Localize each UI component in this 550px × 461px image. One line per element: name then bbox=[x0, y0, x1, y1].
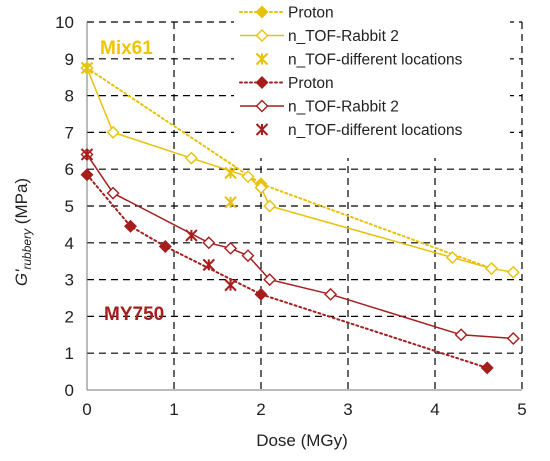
y-tick-label: 1 bbox=[65, 344, 74, 363]
y-axis-label-unit: (MPa) bbox=[12, 178, 31, 229]
data-point bbox=[80, 168, 94, 182]
legend-background bbox=[234, 2, 510, 158]
legend-entry: n_TOF-different locations bbox=[255, 122, 463, 139]
legend-marker bbox=[255, 99, 269, 113]
y-tick-label: 0 bbox=[65, 381, 74, 400]
y-tick-label: 2 bbox=[65, 307, 74, 326]
data-point bbox=[106, 186, 120, 200]
data-point bbox=[445, 251, 459, 265]
data-point bbox=[185, 229, 198, 242]
data-point bbox=[506, 265, 520, 279]
data-point bbox=[254, 181, 268, 195]
legend: Proton n_TOF-Rabbit 2 n_TOF-different loca… bbox=[234, 2, 510, 158]
data-point bbox=[106, 125, 120, 139]
y-tick-label: 9 bbox=[65, 50, 74, 69]
legend-label: Proton bbox=[288, 5, 334, 22]
legend-label: n_TOF-different locations bbox=[288, 52, 463, 69]
data-point bbox=[485, 262, 499, 276]
legend-entry: Proton bbox=[239, 5, 334, 22]
data-point bbox=[506, 331, 520, 345]
data-point bbox=[480, 361, 494, 375]
y-tick-label: 4 bbox=[65, 234, 74, 253]
y-axis-label-main: G' bbox=[12, 269, 31, 286]
data-point bbox=[80, 61, 94, 75]
data-point bbox=[202, 236, 216, 250]
x-tick-label: 0 bbox=[82, 400, 91, 419]
y-tick-label: 3 bbox=[65, 271, 74, 290]
series-my750-5 bbox=[80, 148, 237, 292]
series-my750-4 bbox=[80, 147, 520, 345]
data-point bbox=[324, 287, 338, 301]
legend-entry: Proton bbox=[239, 75, 334, 92]
group-labels: Mix61 MY750 bbox=[100, 38, 164, 325]
legend-marker bbox=[255, 76, 269, 89]
y-tick-label: 5 bbox=[65, 197, 74, 216]
x-tick-label: 2 bbox=[256, 400, 265, 419]
data-point bbox=[224, 196, 237, 209]
y-tick-label: 6 bbox=[65, 160, 74, 179]
series-mix61-2 bbox=[80, 61, 237, 209]
y-tick-label: 10 bbox=[55, 13, 74, 32]
data-point bbox=[254, 287, 268, 301]
x-tick-label: 3 bbox=[343, 400, 352, 419]
legend-entry: n_TOF-Rabbit 2 bbox=[240, 28, 399, 45]
x-tick-label: 5 bbox=[517, 400, 526, 419]
data-point bbox=[80, 148, 94, 161]
legend-entry: n_TOF-different locations bbox=[255, 52, 463, 69]
series-layer bbox=[80, 61, 520, 375]
legend-marker bbox=[255, 123, 269, 136]
legend-label: Proton bbox=[288, 75, 334, 92]
axes: 0 1 2 3 4 5 6 7 8 9 10 0 1 2 3 4 5 bbox=[55, 13, 527, 419]
group-label-my750: MY750 bbox=[104, 304, 164, 325]
y-tick-label: 8 bbox=[65, 87, 74, 106]
legend-marker bbox=[255, 52, 269, 66]
data-point bbox=[224, 241, 238, 255]
y-tick-label: 7 bbox=[65, 123, 74, 142]
legend-entry: n_TOF-Rabbit 2 bbox=[240, 99, 399, 116]
x-tick-label: 4 bbox=[430, 400, 439, 419]
data-point bbox=[124, 219, 137, 233]
data-point bbox=[241, 249, 255, 263]
data-point bbox=[263, 199, 277, 213]
y-axis-label-subscript: rubbery bbox=[20, 228, 34, 270]
x-axis-label: Dose (MGy) bbox=[256, 431, 348, 450]
data-point bbox=[224, 278, 237, 292]
x-tick-label: 1 bbox=[169, 400, 178, 419]
group-label-mix61: Mix61 bbox=[100, 38, 153, 59]
data-point bbox=[263, 273, 277, 287]
legend-label: n_TOF-Rabbit 2 bbox=[288, 99, 399, 116]
data-point bbox=[202, 258, 216, 272]
legend-label: n_TOF-Rabbit 2 bbox=[288, 28, 399, 45]
series-my750-3 bbox=[80, 168, 494, 375]
data-point bbox=[184, 151, 198, 165]
data-point bbox=[158, 239, 172, 253]
data-point bbox=[224, 166, 237, 180]
legend-marker bbox=[255, 5, 269, 19]
data-point bbox=[241, 170, 255, 184]
y-axis-label: G'rubbery (MPa) bbox=[12, 178, 34, 286]
legend-marker bbox=[255, 29, 269, 42]
legend-label: n_TOF-different locations bbox=[288, 122, 463, 139]
data-point bbox=[454, 328, 468, 342]
